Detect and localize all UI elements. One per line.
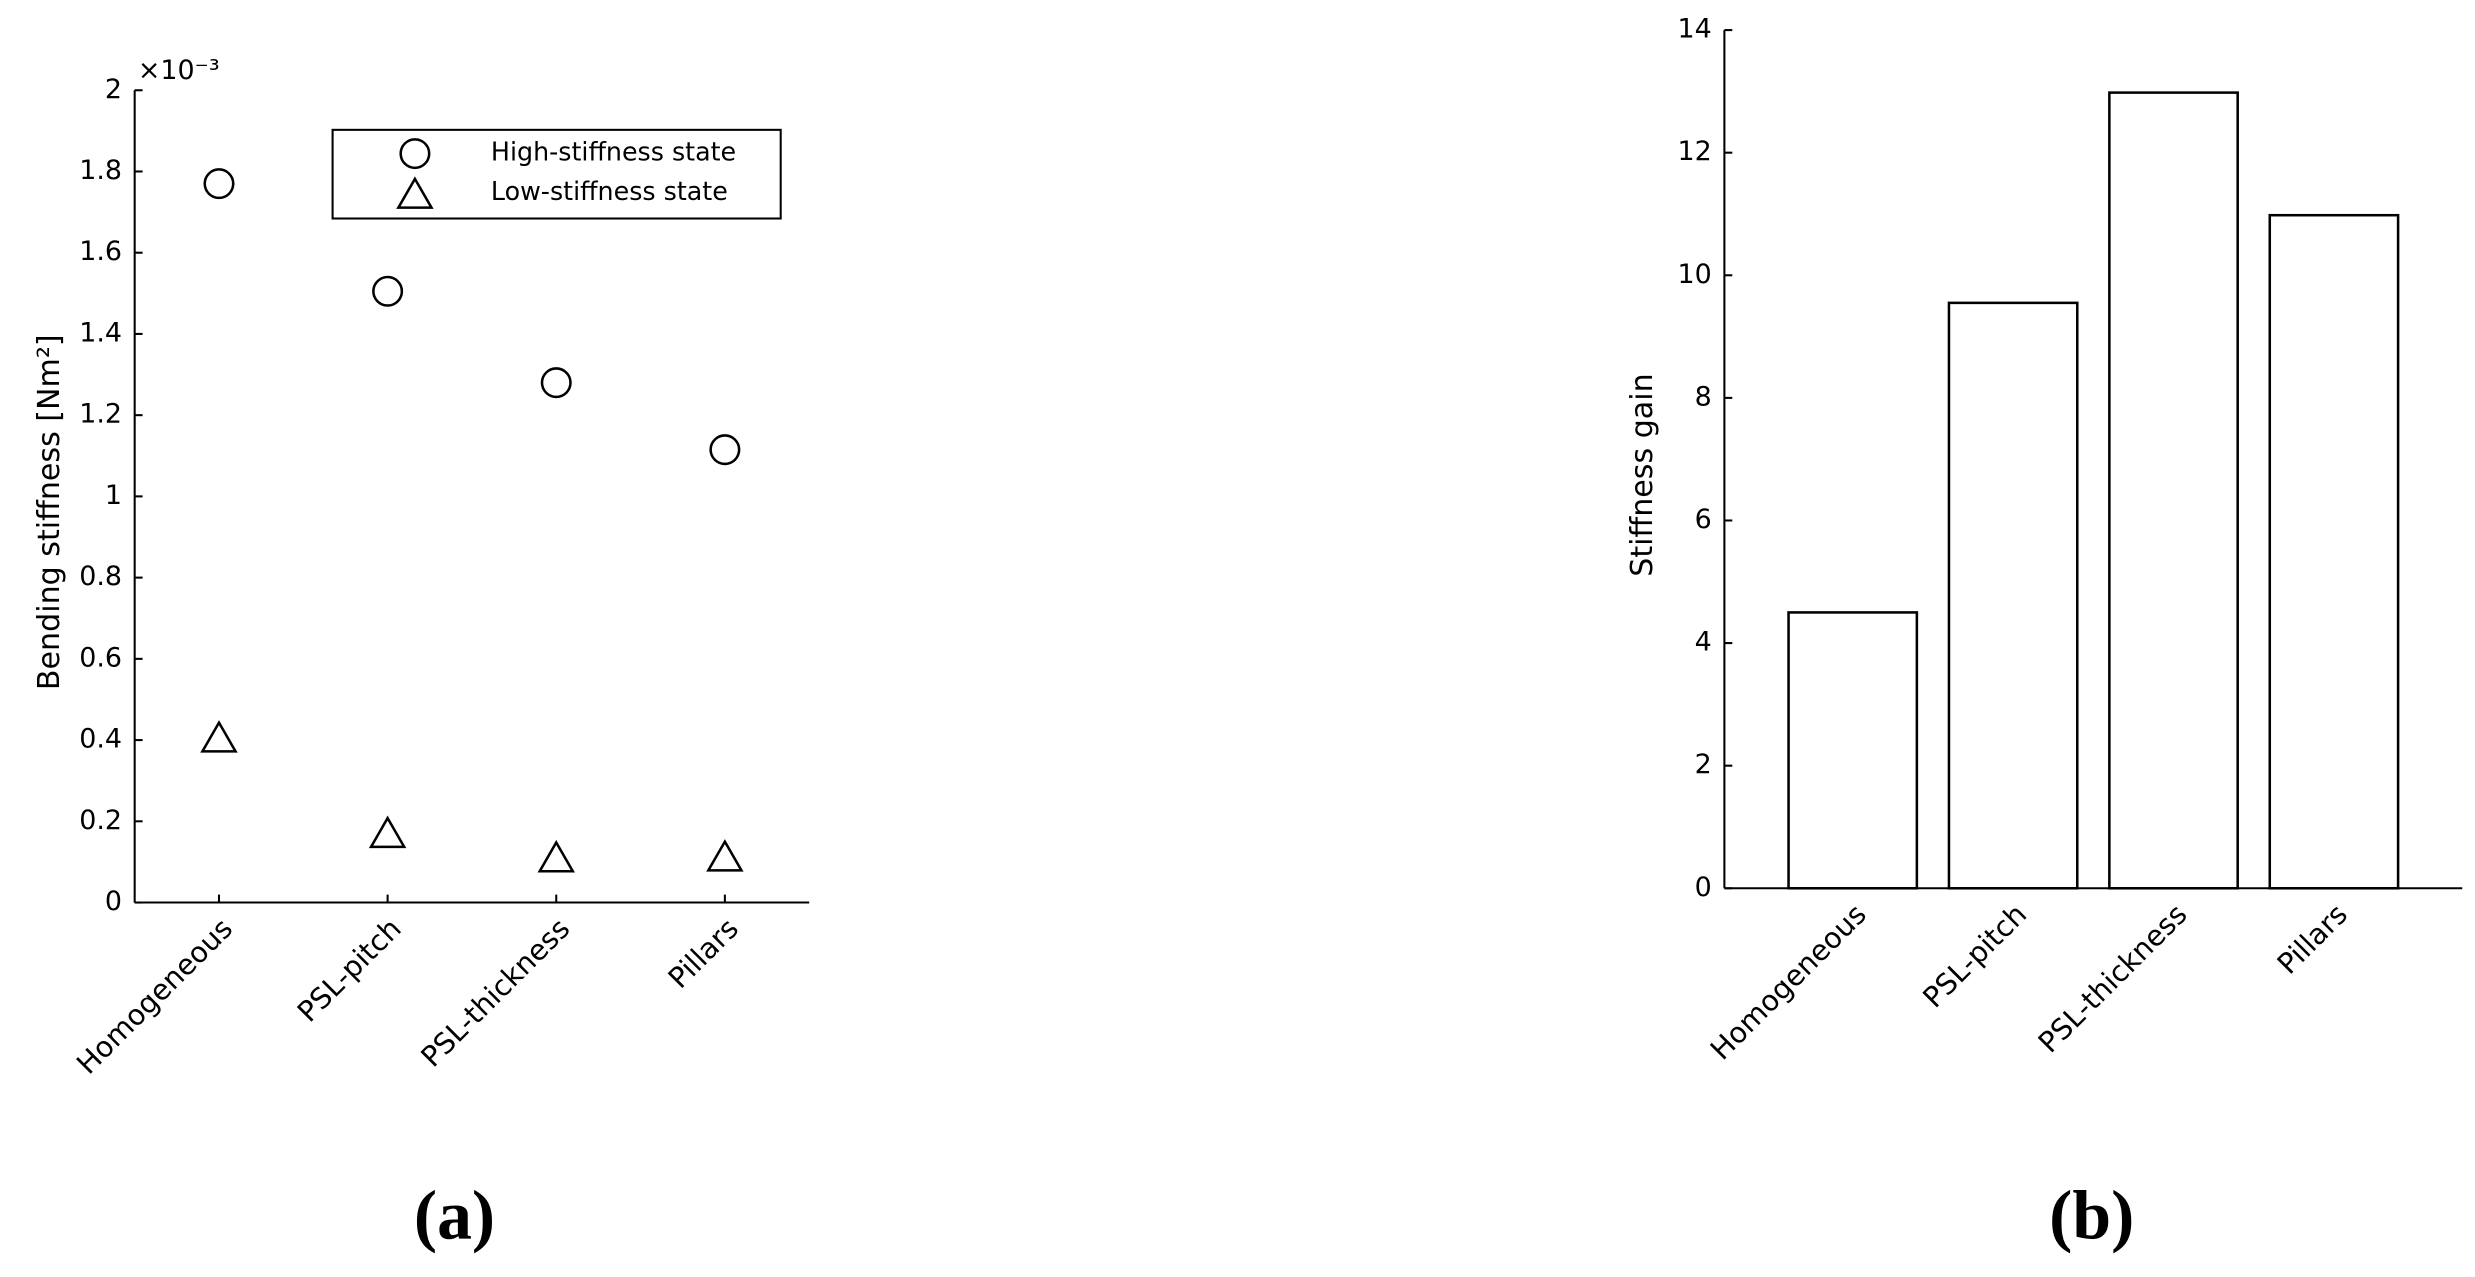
y-axis-label: Stiffness gain [1625,373,1660,576]
y-tick-label: 12 [1677,136,1711,167]
x-tick-label: PSL-thickness [2032,898,2194,1060]
y-tick-label: 2 [105,74,122,105]
y-tick-label: 1.4 [79,317,122,348]
legend-label: Low-stiffness state [491,176,728,206]
y-tick-label: 1 [105,480,122,511]
y-tick-label: 6 [1695,504,1712,535]
point [372,275,404,307]
y-tick-label: 14 [1677,14,1711,45]
panel-label: (a) [414,1177,495,1254]
point [709,434,741,466]
x-tick-label: PSL-pitch [1917,898,2034,1015]
x-tick-label: PSL-pitch [291,912,408,1029]
legend-box [331,128,782,220]
y-tick-label: 4 [1695,627,1712,658]
y-tick-label: 0 [105,886,122,917]
legend-label: High-stiffness state [491,137,736,167]
y-tick-label: 10 [1677,259,1711,290]
bar [2268,213,2400,890]
panel-label: (b) [2049,1177,2134,1254]
point [706,839,744,872]
y-tick-label: 0.8 [79,561,122,592]
x-tick-label: Pillars [662,912,745,995]
point [368,815,407,849]
legend-marker [396,176,434,209]
y-multiplier: ×10⁻³ [138,55,220,86]
bar [1947,301,2079,890]
y-tick-label: 1.8 [79,155,122,186]
y-tick-label: 1.2 [79,399,122,430]
y-tick-label: 0 [1695,872,1712,903]
point [203,168,235,200]
point [200,720,238,753]
y-tick-label: 8 [1695,381,1712,412]
x-tick-label: Homogeneous [1704,898,1873,1067]
y-tick-label: 0.4 [79,724,122,755]
point [540,367,572,399]
x-tick-label: Homogeneous [70,912,239,1081]
y-tick-label: 1.6 [79,236,122,267]
point [537,839,575,873]
y-tick-label: 2 [1695,749,1712,780]
y-tick-label: 0.6 [79,642,122,673]
bar [2108,91,2239,890]
x-tick-label: Pillars [2271,898,2354,981]
y-tick-label: 0.2 [79,805,122,836]
y-axis-label: Bending stiffness [Nm²] [32,334,67,690]
bar [1787,611,1919,890]
legend-marker [399,138,431,170]
x-tick-label: PSL-thickness [415,912,577,1074]
